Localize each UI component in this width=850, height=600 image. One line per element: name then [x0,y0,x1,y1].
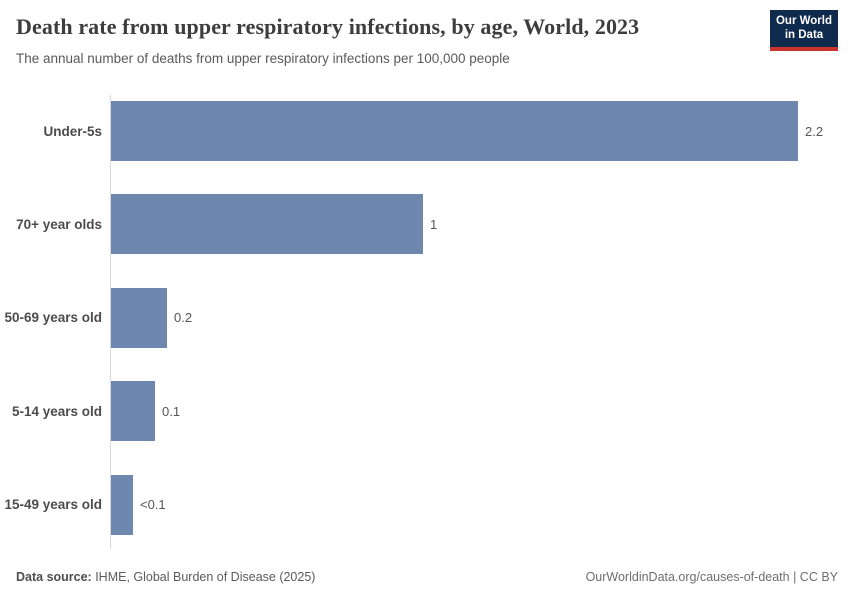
y-axis-line [110,95,111,549]
bar-row: Under-5s 2.2 [0,101,850,161]
value-label: 1 [430,216,438,232]
chart-subtitle: The annual number of deaths from upper r… [16,51,510,66]
data-source-label: Data source: [16,570,92,584]
value-label: 0.1 [162,403,181,419]
owid-logo-line2: in Data [784,28,824,41]
bar-row: 50-69 years old 0.2 [0,287,850,348]
data-source-text: IHME, Global Burden of Disease (2025) [91,570,316,584]
value-label: <0.1 [140,497,166,513]
bar[interactable] [111,194,423,255]
bar-row: 5-14 years old 0.1 [0,381,850,442]
category-label: 50-69 years old [4,310,102,326]
value-label: 2.2 [805,123,824,139]
bar[interactable] [111,101,798,161]
category-label: 5-14 years old [11,403,102,419]
owid-logo[interactable]: Our World in Data [770,10,838,51]
bar[interactable] [111,474,133,535]
bar-row: 70+ year olds 1 [0,194,850,255]
owid-logo-line1: Our World [775,15,832,27]
credit-link[interactable]: OurWorldinData.org/causes-of-death | CC … [585,570,838,584]
bar-row: 15-49 years old <0.1 [0,474,850,535]
value-label: 0.2 [174,310,193,326]
data-source-note: Data source: IHME, Global Burden of Dise… [16,570,315,584]
bar[interactable] [111,287,167,348]
category-label: 15-49 years old [4,497,102,513]
category-label: 70+ year olds [16,216,102,232]
chart-title: Death rate from upper respiratory infect… [16,14,640,39]
chart-footer: Data source: IHME, Global Burden of Dise… [16,570,838,584]
category-label: Under-5s [43,123,102,139]
bar[interactable] [111,381,155,442]
